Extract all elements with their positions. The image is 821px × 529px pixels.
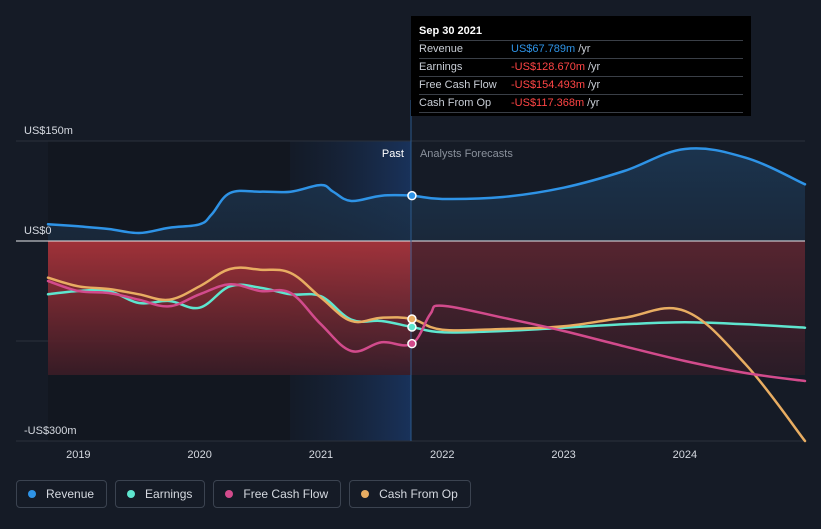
free-cash-flow-dot-icon [225, 490, 234, 498]
negative-area-past [48, 241, 412, 375]
tooltip-unit: /yr [588, 79, 601, 91]
series-line-free-cash-flow [46, 279, 807, 383]
tooltip-row-revenue: Revenue US$67.789m /yr [419, 40, 743, 58]
tooltip: Sep 30 2021 Revenue US$67.789m /yr Earni… [411, 16, 751, 116]
past-label: Past [382, 148, 404, 160]
revenue-area [48, 148, 805, 241]
earnings-dot-icon [127, 490, 136, 498]
tooltip-label: Earnings [419, 61, 463, 73]
tooltip-row-earnings: Earnings -US$128.670m /yr [419, 58, 743, 76]
legend-item-free-cash-flow[interactable]: Free Cash Flow [213, 480, 342, 508]
x-tick-label: 2024 [673, 449, 697, 461]
series-line-cash-from-op [46, 266, 807, 443]
legend-label: Free Cash Flow [243, 487, 329, 501]
negative-area-forecast [411, 241, 805, 375]
series-marker-free-cash-flow [407, 338, 417, 349]
revenue-dot-icon [28, 490, 36, 498]
tooltip-label: Free Cash Flow [419, 79, 497, 91]
x-tick-label: 2020 [187, 449, 211, 461]
y-tick-label: -US$300m [24, 425, 77, 437]
series-marker-revenue [407, 190, 417, 201]
legend-item-earnings[interactable]: Earnings [115, 480, 206, 508]
x-tick-label: 2019 [66, 449, 90, 461]
tooltip-value: -US$154.493m [511, 79, 585, 91]
legend-label: Revenue [46, 487, 95, 501]
cash-from-op-dot-icon [361, 490, 370, 498]
y-tick-label: US$150m [24, 125, 73, 137]
legend-item-revenue[interactable]: Revenue [16, 480, 108, 508]
tooltip-label: Cash From Op [419, 97, 492, 109]
tooltip-unit: /yr [587, 97, 600, 109]
tooltip-value: US$67.789m [511, 43, 576, 55]
x-tick-label: 2021 [309, 449, 333, 461]
series-marker-cash-from-op [407, 314, 417, 324]
tooltip-value: -US$117.368m [511, 97, 585, 109]
legend-item-cash-from-op[interactable]: Cash From Op [349, 480, 471, 508]
tooltip-label: Revenue [419, 43, 464, 55]
legend: Revenue Earnings Free Cash Flow Cash Fro… [16, 480, 471, 508]
tooltip-unit: /yr [578, 43, 591, 55]
y-tick-label: US$0 [24, 225, 52, 237]
legend-label: Cash From Op [379, 487, 458, 501]
series-marker-earnings [407, 322, 417, 332]
tooltip-unit: /yr [588, 61, 601, 73]
series-line-earnings [46, 283, 807, 334]
tooltip-date: Sep 30 2021 [419, 25, 482, 37]
tooltip-row-cash-from-op: Cash From Op -US$117.368m /yr [419, 94, 743, 113]
forecast-label: Analysts Forecasts [420, 148, 513, 160]
series-line-revenue [46, 147, 807, 235]
tooltip-row-free-cash-flow: Free Cash Flow -US$154.493m /yr [419, 76, 743, 94]
x-tick-label: 2022 [430, 449, 454, 461]
legend-label: Earnings [145, 487, 193, 501]
tooltip-value: -US$128.670m [511, 61, 585, 73]
x-tick-label: 2023 [551, 449, 575, 461]
